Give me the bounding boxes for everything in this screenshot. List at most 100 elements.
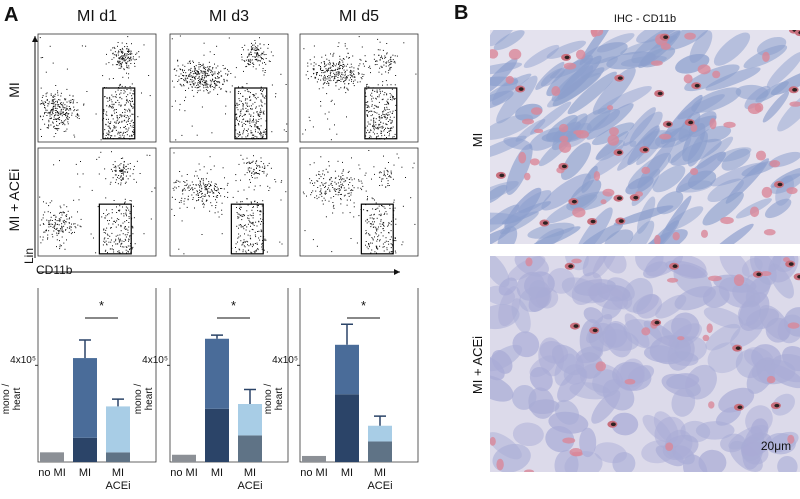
dot <box>42 119 43 120</box>
dot <box>328 161 329 162</box>
dot <box>258 115 259 116</box>
dot <box>178 80 179 81</box>
dot <box>119 117 120 118</box>
dot <box>194 77 195 78</box>
dot <box>381 214 382 215</box>
dot <box>345 78 346 79</box>
dot <box>258 119 259 120</box>
dot <box>182 69 183 70</box>
dot <box>373 224 374 225</box>
dot <box>391 172 392 173</box>
dot <box>251 52 252 53</box>
dot <box>250 252 251 253</box>
dot <box>369 107 370 108</box>
dot <box>201 71 202 72</box>
dot <box>197 135 198 136</box>
dot <box>123 179 124 180</box>
dot <box>181 200 182 201</box>
dot <box>54 99 55 100</box>
dot <box>129 60 130 61</box>
dot <box>55 224 56 225</box>
dot <box>211 182 212 183</box>
dot <box>123 133 124 134</box>
dot <box>370 124 371 125</box>
stained-cell <box>496 459 503 471</box>
dot <box>379 124 380 125</box>
dot <box>328 187 329 188</box>
dot <box>250 222 251 223</box>
dot <box>199 190 200 191</box>
dot <box>116 112 117 113</box>
dot <box>119 234 120 235</box>
dot <box>209 196 210 197</box>
dot <box>362 47 363 48</box>
dot <box>104 217 105 218</box>
dot <box>124 221 125 222</box>
dot <box>253 229 254 230</box>
dot <box>412 167 413 168</box>
dot <box>320 66 321 67</box>
dot <box>274 179 275 180</box>
dot <box>194 68 195 69</box>
dot <box>256 250 257 251</box>
dot <box>50 118 51 119</box>
dot <box>59 240 60 241</box>
dot <box>215 212 216 213</box>
dot <box>65 107 66 108</box>
dot <box>248 245 249 246</box>
dot <box>250 62 251 63</box>
dot <box>385 168 386 169</box>
error-bar <box>341 324 353 345</box>
dot <box>113 78 114 79</box>
dot <box>342 162 343 163</box>
dot <box>188 186 189 187</box>
dot <box>323 77 324 78</box>
dot <box>128 65 129 66</box>
cd11b-stain <box>663 35 668 39</box>
dot <box>261 231 262 232</box>
dot <box>212 190 213 191</box>
dot <box>330 64 331 65</box>
dot <box>100 152 101 153</box>
column-title: MI d1 <box>38 8 156 26</box>
dot <box>329 179 330 180</box>
dot <box>366 191 367 192</box>
dot <box>264 114 265 115</box>
dot <box>255 50 256 51</box>
dot <box>127 51 128 52</box>
dot <box>321 62 322 63</box>
dot <box>68 211 69 212</box>
dot <box>120 246 121 247</box>
dot <box>176 70 177 71</box>
dot <box>182 191 183 192</box>
dot <box>239 249 240 250</box>
dot <box>340 190 341 191</box>
dot <box>216 202 217 203</box>
dot <box>121 226 122 227</box>
dot <box>40 236 41 237</box>
dot <box>258 54 259 55</box>
dot <box>246 83 247 84</box>
dot <box>118 219 119 220</box>
dot <box>211 74 212 75</box>
bar-segment <box>73 438 97 462</box>
dot <box>381 67 382 68</box>
dot <box>243 105 244 106</box>
dot <box>202 76 203 77</box>
dot <box>368 124 369 125</box>
dot <box>271 131 272 132</box>
cd11b-stain <box>666 122 671 126</box>
dot <box>114 113 115 114</box>
dot <box>385 186 386 187</box>
dot <box>346 66 347 67</box>
dot <box>207 86 208 87</box>
dot <box>340 59 341 60</box>
dot <box>62 237 63 238</box>
stained-cell <box>651 60 663 65</box>
dot <box>185 97 186 98</box>
dot <box>183 181 184 182</box>
dot <box>391 247 392 248</box>
dot <box>113 249 114 250</box>
dot <box>185 78 186 79</box>
dot <box>124 241 125 242</box>
